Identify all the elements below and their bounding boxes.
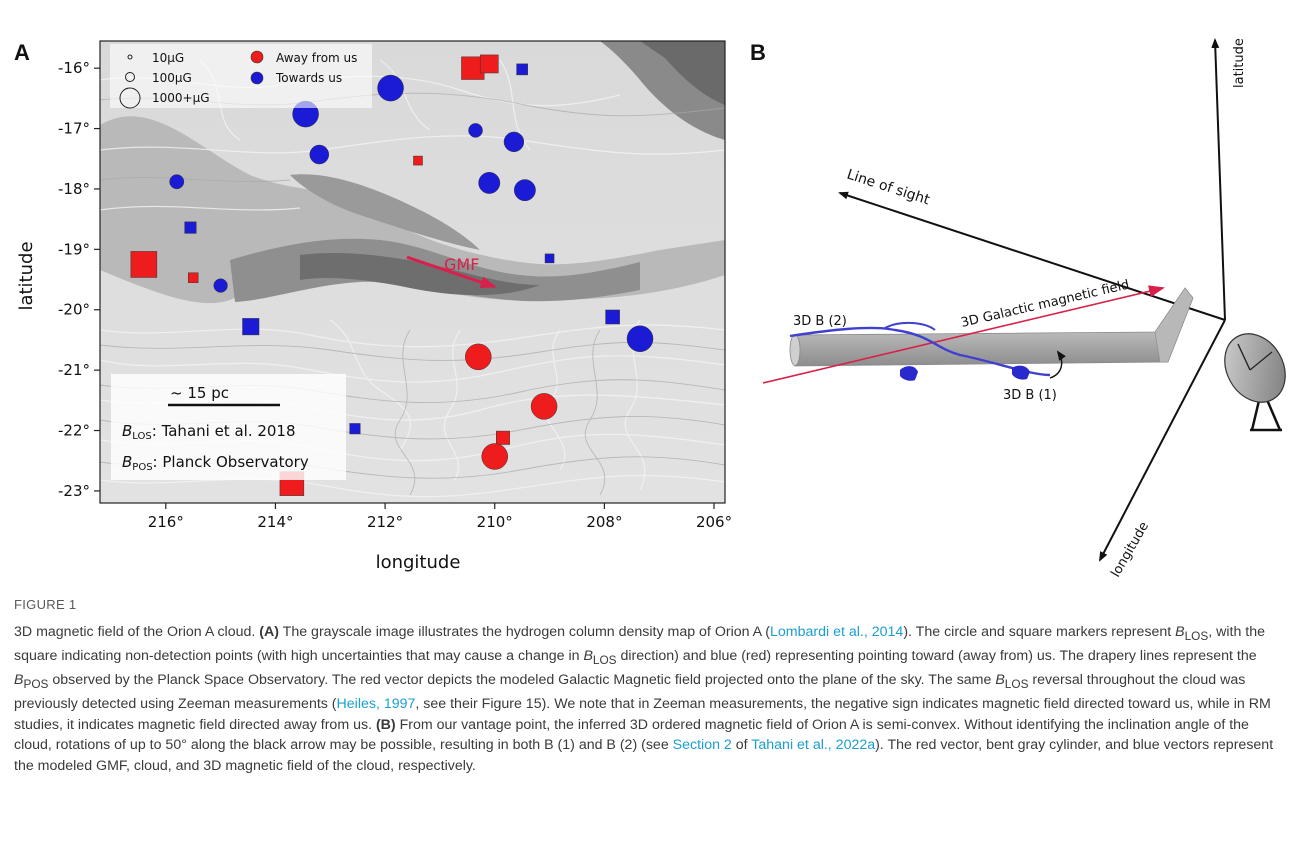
marker-away-square-7 [496,431,509,444]
y-tick-label: -22° [58,422,90,440]
y-tick-label: -18° [58,180,90,198]
x-axis-label: longitude [376,552,461,573]
marker-towards-square-10 [545,254,554,263]
marker-away-square-2 [480,55,498,73]
latitude-axis [1215,40,1225,320]
panel-a-label: A [14,40,30,65]
marker-towards-square-12 [243,318,259,334]
marker-away-circle-6 [531,393,557,419]
cloud-cylinder [795,288,1193,366]
y-axis-label: latitude [16,241,37,310]
x-tick-label: 210° [477,513,513,531]
marker-towards-circle-11 [214,279,228,293]
legend-away: Away from us [276,51,357,65]
y-tick-label: -23° [58,482,90,500]
figure-1: A [0,0,1291,590]
legend-towards: Towards us [275,71,342,85]
radio-telescope-icon [1213,323,1291,430]
marker-away-square-3 [413,156,422,165]
ref-tahani-link[interactable]: Tahani et al., 2022a [751,737,875,753]
figure-caption: FIGURE 1 3D magnetic field of the Orion … [14,595,1282,776]
x-tick-label: 216° [148,513,184,531]
longitude-axis-label: longitude [1108,519,1152,580]
marker-towards-circle-6 [170,175,184,189]
panel-b-diagram: latitude longitude Line of sight 3D Gala… [763,38,1291,580]
legend-size-1000: 1000+μG [152,91,210,105]
x-tick-label: 206° [696,513,732,531]
marker-towards-circle-8 [514,180,535,201]
marker-towards-square-9 [185,222,197,234]
line-of-sight-label: Line of sight [845,167,932,209]
marker-towards-square-1 [517,64,528,75]
marker-towards-circle-4 [504,132,524,152]
legend: 10μG 100μG 1000+μG Away from us Towards … [110,44,372,108]
marker-towards-circle-0 [378,75,404,101]
marker-towards-square-13 [606,310,620,324]
marker-away-circle-5 [465,344,491,370]
panel-b-label: B [750,40,766,65]
density-map: GMF ~ 15 pc BLOS: Tahani et al. 2018 BPO… [100,41,725,503]
marker-away-square-4 [188,273,198,283]
y-tick-label: -21° [58,361,90,379]
bpos-source: Planck Observatory [162,453,308,471]
marker-away-circle-8 [482,443,508,469]
ref-heiles-link[interactable]: Heiles, 1997 [337,696,416,712]
y-tick-label: -16° [58,59,90,77]
source-box: ~ 15 pc BLOS: Tahani et al. 2018 BPOS: P… [111,374,346,480]
gmf-3d-label: 3D Galactic magnetic field [960,278,1131,331]
latitude-axis-label: latitude [1232,38,1247,88]
legend-size-100: 100μG [152,71,192,85]
ref-section2-link[interactable]: Section 2 [673,737,732,753]
caption-text: 3D magnetic field of the Orion A cloud. … [14,622,1282,777]
x-tick-label: 212° [367,513,403,531]
y-tick-label: -19° [58,240,90,258]
marker-towards-square-15 [350,423,361,434]
legend-size-10: 10μG [152,51,184,65]
b1-label: 3D B (1) [1003,388,1057,403]
ref-lombardi-link[interactable]: Lombardi et al., 2014 [770,624,903,640]
b2-label: 3D B (2) [793,314,847,329]
x-tick-label: 208° [586,513,622,531]
y-tick-label: -17° [58,120,90,138]
marker-towards-circle-5 [310,145,329,164]
marker-towards-circle-3 [469,123,483,137]
marker-towards-circle-7 [479,172,500,193]
marker-away-square-0 [131,251,157,277]
x-tick-label: 214° [257,513,293,531]
caption-label: FIGURE 1 [14,595,1282,616]
scale-bar-label: ~ 15 pc [170,384,229,402]
blos-source: Tahani et al. 2018 [161,422,296,440]
marker-towards-circle-14 [627,326,653,352]
y-tick-label: -20° [58,301,90,319]
gmf-label: GMF [444,255,479,274]
